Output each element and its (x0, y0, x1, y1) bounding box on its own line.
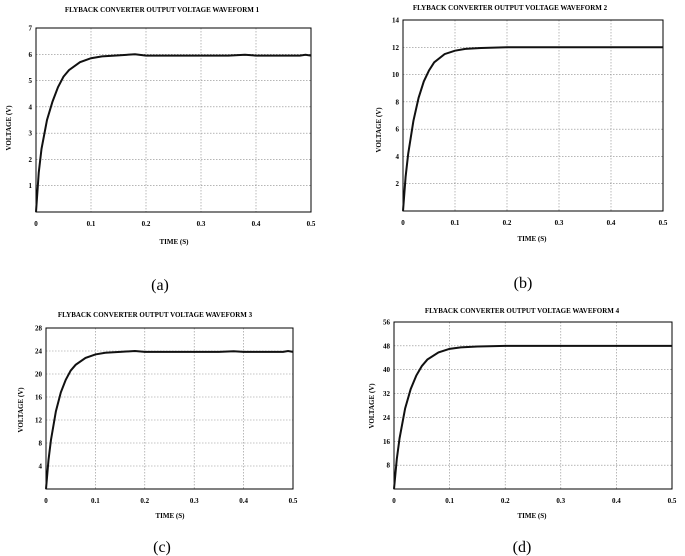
x-tick-label: 0.5 (307, 220, 316, 228)
y-tick-label: 4 (39, 463, 43, 471)
y-tick-label: 28 (35, 325, 43, 333)
y-tick-label: 10 (392, 71, 400, 79)
x-tick-label: 0.3 (556, 497, 565, 505)
x-tick-label: 0.1 (445, 497, 454, 505)
x-tick-label: 0.3 (555, 219, 564, 227)
x-axis-label: TIME (S) (518, 235, 548, 243)
y-tick-label: 8 (39, 440, 43, 448)
y-tick-label: 1 (29, 182, 33, 190)
chart-title: FLYBACK CONVERTER OUTPUT VOLTAGE WAVEFOR… (58, 311, 253, 319)
y-tick-label: 12 (392, 44, 400, 52)
voltage-series-line (393, 344, 672, 490)
x-tick-label: 0.4 (607, 219, 616, 227)
y-axis-label: VOLTAGE (V) (5, 105, 13, 151)
chart-panel-d: FLYBACK CONVERTER OUTPUT VOLTAGE WAVEFOR… (368, 307, 677, 556)
x-tick-label: 0.2 (501, 497, 510, 505)
chart-title: FLYBACK CONVERTER OUTPUT VOLTAGE WAVEFOR… (413, 4, 608, 12)
plot-frame (393, 321, 673, 490)
y-tick-label: 4 (396, 153, 400, 161)
y-tick-label: 16 (383, 438, 391, 446)
panel-caption: (a) (151, 277, 169, 294)
x-tick-label: 0.1 (87, 220, 96, 228)
y-tick-label: 4 (29, 103, 33, 111)
x-tick-label: 0.1 (451, 219, 460, 227)
chart-panel-a: FLYBACK CONVERTER OUTPUT VOLTAGE WAVEFOR… (5, 6, 316, 294)
y-tick-label: 12 (35, 417, 43, 425)
chart-title: FLYBACK CONVERTER OUTPUT VOLTAGE WAVEFOR… (425, 307, 620, 315)
x-tick-label: 0.5 (659, 219, 668, 227)
voltage-series-line (45, 349, 294, 490)
x-tick-label: 0.2 (140, 497, 149, 505)
x-tick-label: 0.4 (612, 497, 621, 505)
plot-frame (45, 327, 294, 490)
y-tick-label: 6 (396, 126, 400, 134)
chart-title: FLYBACK CONVERTER OUTPUT VOLTAGE WAVEFOR… (65, 6, 260, 14)
x-tick-label: 0.5 (289, 497, 298, 505)
y-tick-label: 7 (29, 25, 33, 33)
x-tick-label: 0.5 (668, 497, 677, 505)
y-tick-label: 48 (383, 342, 391, 350)
x-tick-label: 0.4 (252, 220, 261, 228)
x-tick-label: 0 (44, 497, 48, 505)
y-axis-label: VOLTAGE (V) (368, 383, 376, 429)
x-tick-label: 0 (401, 219, 405, 227)
x-axis-label: TIME (S) (518, 512, 548, 520)
panel-caption: (c) (153, 539, 171, 556)
y-tick-label: 24 (35, 348, 43, 356)
plot-frame (35, 27, 312, 213)
y-tick-label: 6 (29, 51, 33, 59)
y-axis-label: VOLTAGE (V) (375, 107, 383, 153)
y-tick-label: 32 (383, 390, 391, 398)
x-tick-label: 0.4 (239, 497, 248, 505)
y-tick-label: 40 (383, 366, 391, 374)
y-tick-label: 8 (396, 98, 400, 106)
y-tick-label: 16 (35, 394, 43, 402)
y-tick-label: 24 (383, 414, 391, 422)
x-tick-label: 0 (34, 220, 38, 228)
panel-caption: (b) (514, 275, 533, 292)
chart-panel-b: FLYBACK CONVERTER OUTPUT VOLTAGE WAVEFOR… (375, 4, 668, 292)
y-axis-label: VOLTAGE (V) (17, 387, 25, 433)
x-tick-label: 0 (392, 497, 396, 505)
x-tick-label: 0.3 (197, 220, 206, 228)
y-tick-label: 14 (392, 17, 400, 25)
chart-panel-c: FLYBACK CONVERTER OUTPUT VOLTAGE WAVEFOR… (17, 311, 298, 556)
voltage-series-line (35, 53, 312, 213)
y-tick-label: 5 (29, 77, 33, 85)
x-tick-label: 0.3 (190, 497, 199, 505)
voltage-series-line (402, 46, 663, 212)
x-tick-label: 0.2 (142, 220, 151, 228)
x-axis-label: TIME (S) (160, 238, 190, 246)
y-tick-label: 56 (383, 319, 391, 327)
panel-caption: (d) (513, 539, 532, 556)
y-tick-label: 3 (29, 130, 33, 138)
x-tick-label: 0.1 (91, 497, 100, 505)
x-axis-label: TIME (S) (156, 512, 186, 520)
y-tick-label: 8 (387, 462, 391, 470)
y-tick-label: 20 (35, 371, 43, 379)
x-tick-label: 0.2 (503, 219, 512, 227)
y-tick-label: 2 (29, 156, 33, 164)
y-tick-label: 2 (396, 180, 400, 188)
plot-frame (402, 19, 664, 212)
